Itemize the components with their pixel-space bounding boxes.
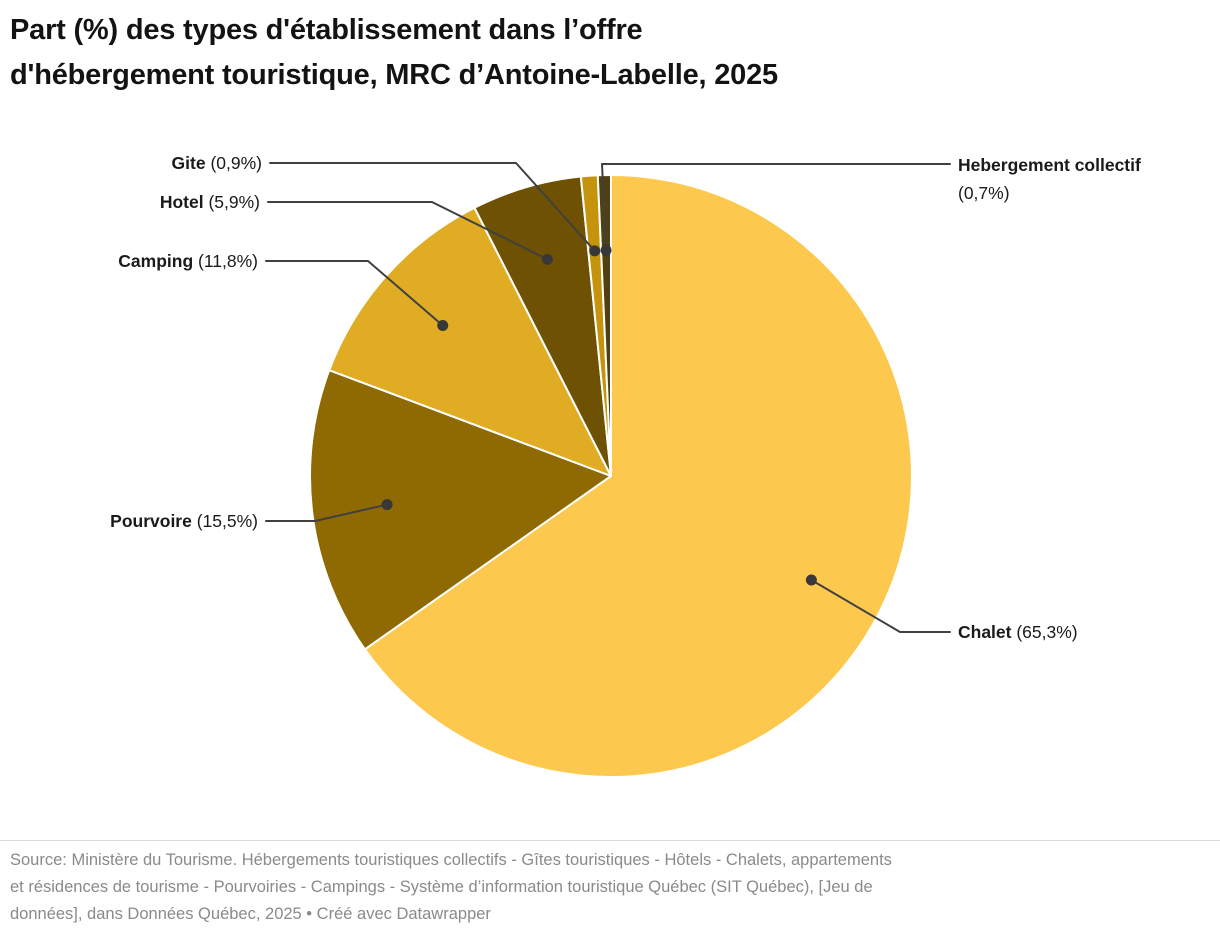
callout-line-chalet — [810, 578, 951, 633]
source-note: Source: Ministère du Tourisme. Hébergeme… — [10, 847, 1210, 928]
pie-slice-camping[interactable] — [328, 206, 612, 477]
callout-dot-pourvoire — [381, 499, 393, 511]
callout-line-hotel — [267, 201, 549, 261]
callout-line-gite — [269, 162, 596, 252]
chart-title: Part (%) des types d'établissement dans … — [10, 8, 1190, 98]
callout-line-camping — [265, 260, 444, 327]
source-line-2: et résidences de tourisme - Pourvoiries … — [10, 878, 873, 896]
source-line-3: données], dans Données Québec, 2025 • Cr… — [10, 905, 491, 923]
slice-label-chalet: Chalet (65,3%) — [958, 622, 1078, 642]
callout-dot-camping — [437, 320, 449, 332]
callout-line-hebergement-collectif — [601, 163, 951, 252]
slice-label-hebergement-collectif: Hebergement collectif — [958, 155, 1141, 175]
callout-dot-gite — [589, 245, 601, 257]
slice-label-pourvoire: Pourvoire (15,5%) — [110, 511, 258, 531]
slice-label-value-hebergement-collectif: (0,7%) — [958, 183, 1010, 203]
slice-label-gite: Gite (0,9%) — [172, 153, 262, 173]
slice-label-camping: Camping (11,8%) — [118, 251, 258, 271]
chart-title-line-1: Part (%) des types d'établissement dans … — [10, 14, 643, 46]
callout-dot-chalet — [805, 574, 817, 586]
callout-dot-hotel — [541, 253, 553, 265]
pie-slice-chalet[interactable] — [363, 174, 913, 778]
footer-divider — [0, 840, 1220, 841]
slice-label-hotel: Hotel (5,9%) — [160, 192, 260, 212]
callout-dot-hebergement-collectif — [600, 244, 612, 256]
source-line-1: Source: Ministère du Tourisme. Hébergeme… — [10, 851, 892, 869]
pie-slice-pourvoire[interactable] — [309, 369, 612, 651]
callout-line-pourvoire — [265, 503, 389, 522]
chart-title-line-2: d'hébergement touristique, MRC d’Antoine… — [10, 59, 778, 91]
